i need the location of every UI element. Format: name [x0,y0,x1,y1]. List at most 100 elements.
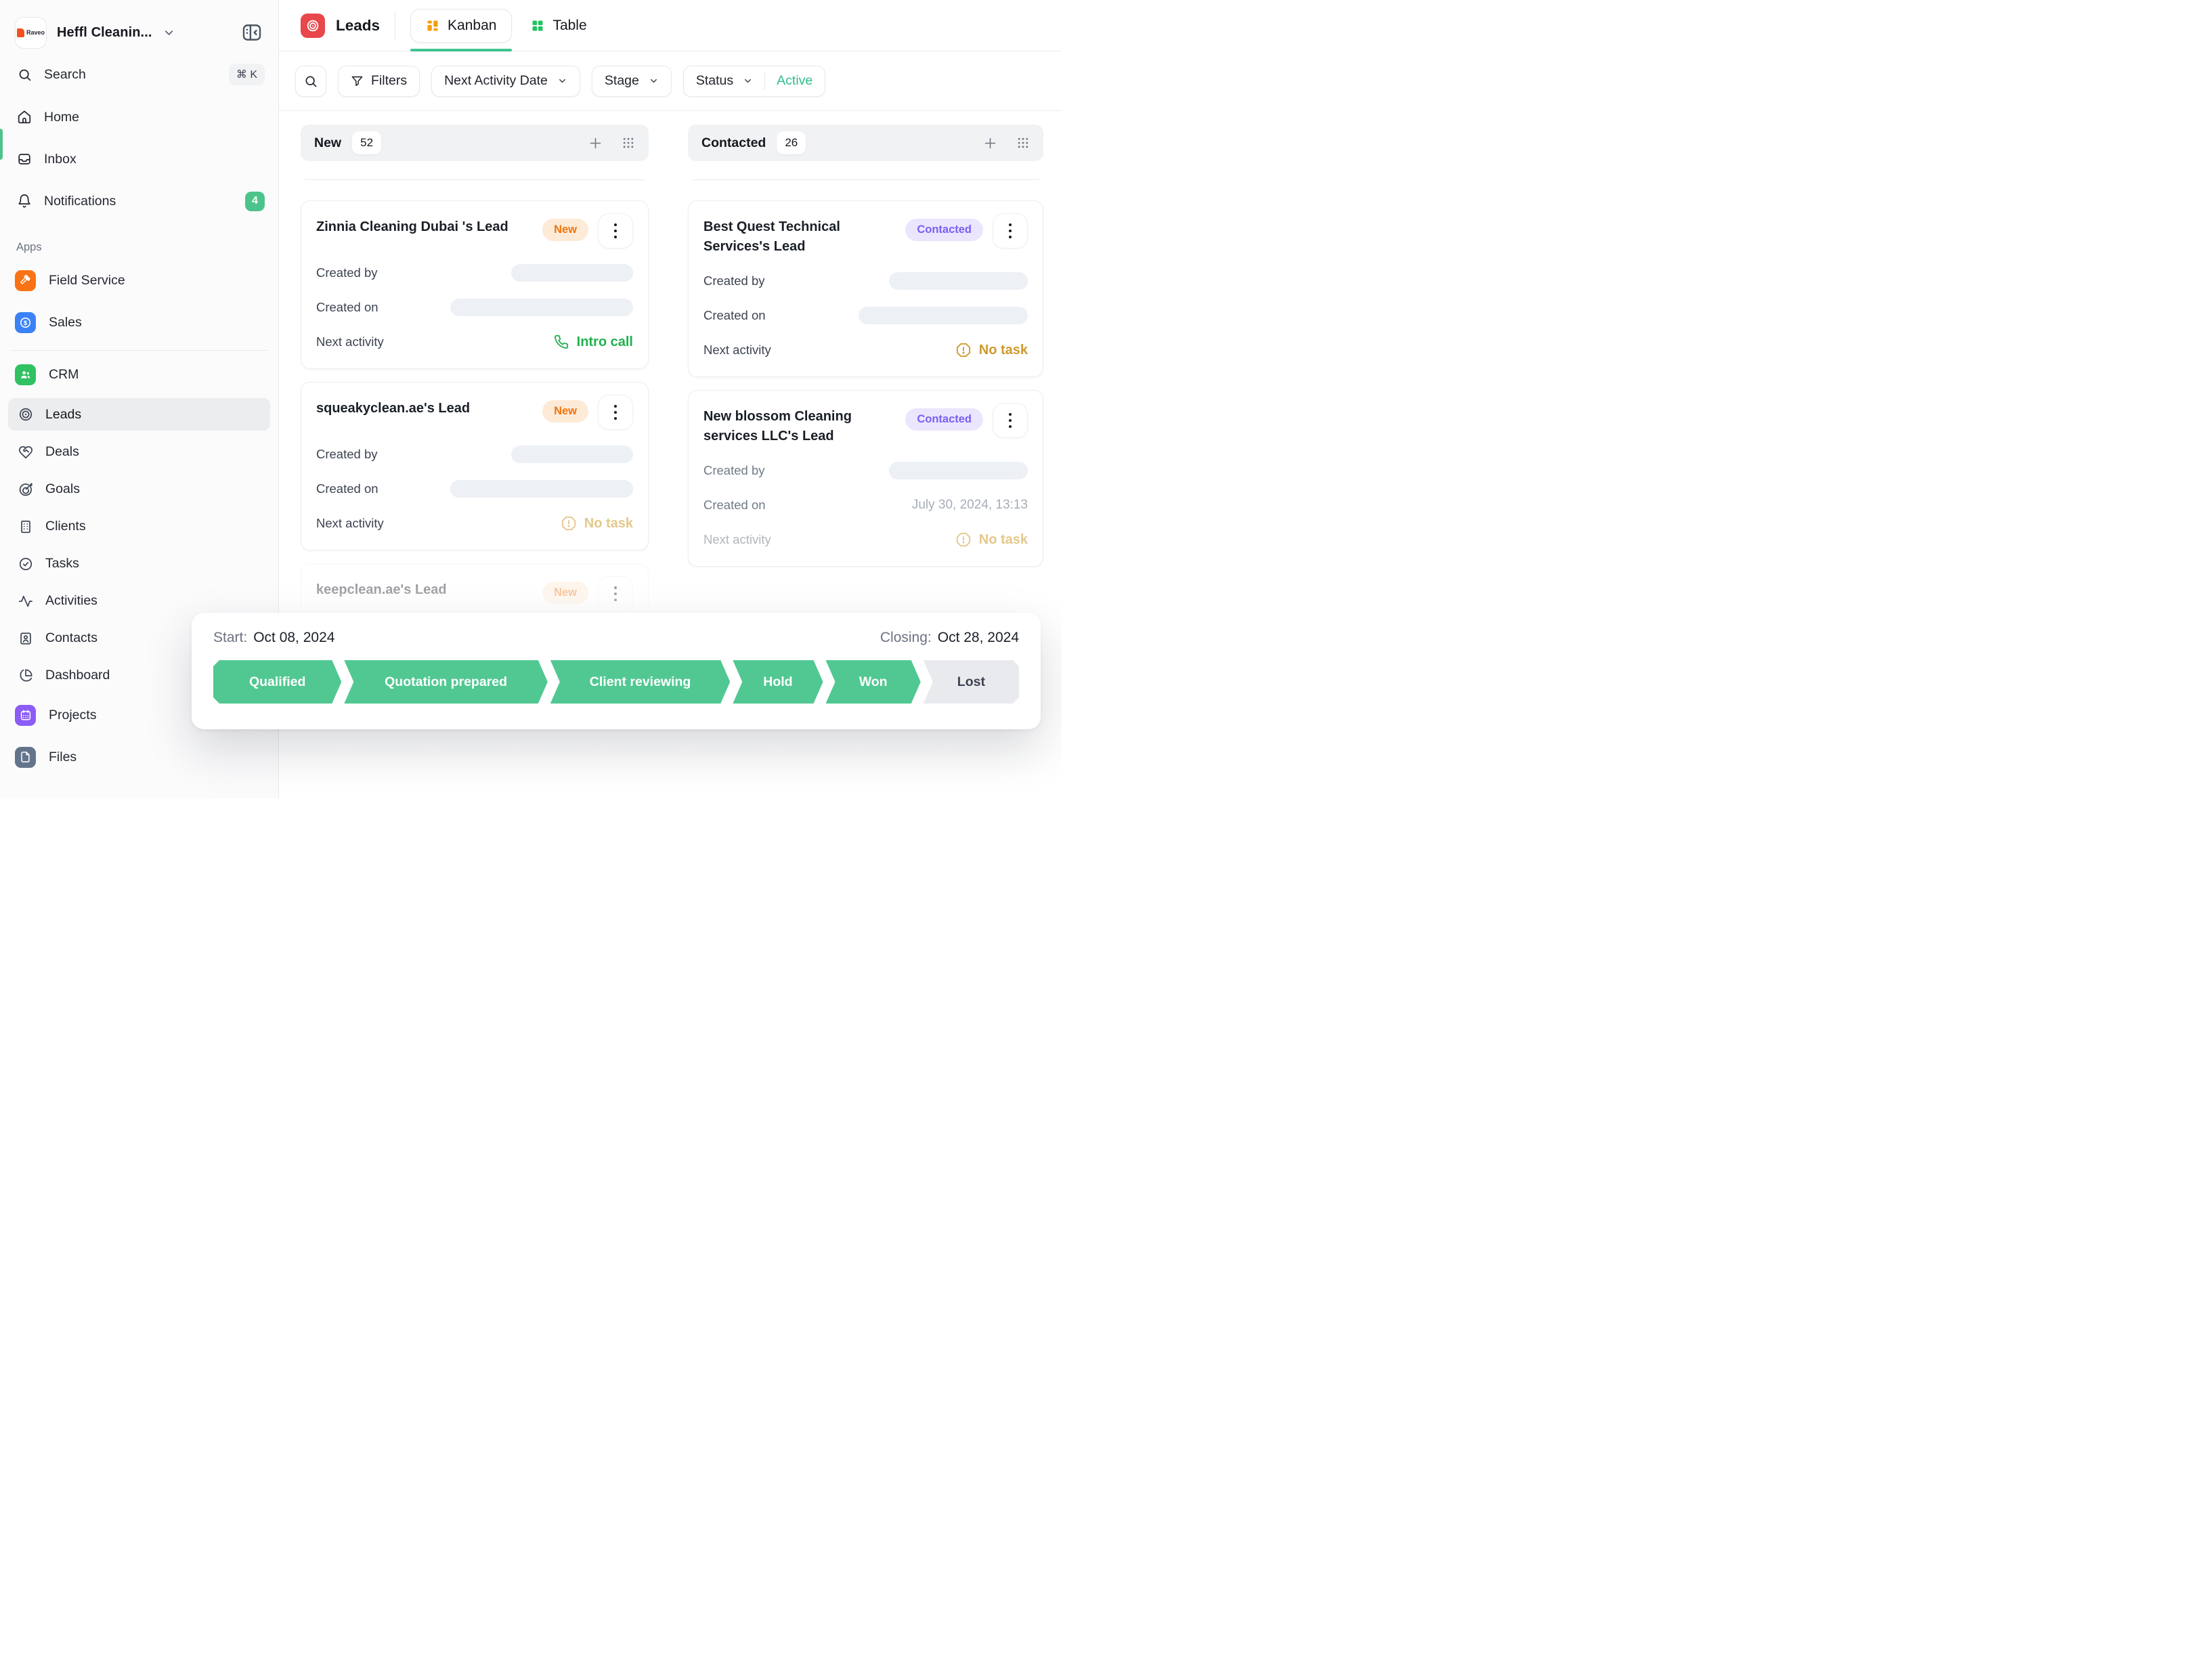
sidebar-item-goals[interactable]: Goals [0,471,278,508]
sidebar-item-files[interactable]: Files [0,736,278,778]
column-name: New [314,135,342,150]
created-on-value: July 30, 2024, 13:13 [911,498,1028,512]
stage-lost[interactable]: Lost [924,660,1019,704]
status-badge: New [542,400,588,423]
lead-card-best-quest[interactable]: Best Quest Technical Services's Lead Con… [688,200,1043,377]
next-activity-value[interactable]: No task [956,343,1028,358]
next-activity-date-label: Next Activity Date [444,73,548,88]
closing-value: Oct 28, 2024 [937,630,1019,645]
alert-octagon-icon [956,343,970,358]
stage-client-reviewing[interactable]: Client reviewing [550,660,730,704]
next-activity-date-dropdown[interactable]: Next Activity Date [431,65,580,97]
created-on-skeleton [450,299,633,316]
status-badge: Contacted [905,408,983,431]
inbox-active-indicator [0,129,3,160]
filters-button[interactable]: Filters [338,65,420,97]
chevron-down-icon [557,76,567,86]
card-menu-button[interactable] [598,395,633,430]
raveo-logo-text: Raveo [26,29,45,36]
search-button[interactable] [295,65,326,97]
add-card-button[interactable] [983,136,997,150]
contact-card-icon [18,631,34,646]
sidebar-item-label: Deals [45,444,79,459]
sidebar-item-label: CRM [49,366,79,382]
column-cards: Zinnia Cleaning Dubai 's Lead New Create… [301,200,649,665]
goal-icon [18,482,34,497]
sidebar-item-label: Contacts [45,630,97,645]
sidebar-item-clients[interactable]: Clients [0,508,278,545]
heart-handshake-icon [18,445,34,460]
status-label: Status [695,73,734,88]
sales-icon: $ [15,311,36,333]
column-name: Contacted [701,135,766,150]
tab-table-label: Table [552,17,587,33]
column-menu-grip-icon[interactable] [1016,136,1030,150]
sidebar-item-activities[interactable]: Activities [0,582,278,620]
entity-title: Leads [301,13,380,38]
sidebar: Raveo Heffl Cleanin... Search ⌘ K [0,0,279,798]
stage-qualified[interactable]: Qualified [213,660,341,704]
field-label: Next activity [316,334,384,349]
column-count: 26 [777,131,806,154]
search-label: Search [44,66,86,82]
add-card-button[interactable] [588,136,603,150]
field-label: Next activity [703,343,771,357]
card-title: Best Quest Technical Services's Lead [703,219,840,254]
sidebar-item-home[interactable]: Home [0,96,278,138]
sidebar-item-sales[interactable]: $ Sales [0,301,278,343]
column-menu-grip-icon[interactable] [622,136,635,150]
status-value: Active [777,73,813,88]
filter-toolbar: Filters Next Activity Date Stage Status [279,51,1062,111]
next-activity-value[interactable]: No task [561,516,633,532]
lead-stage-panel: Start: Oct 08, 2024 Closing: Oct 28, 2024 … [192,613,1041,729]
sidebar-item-field-service[interactable]: Field Service [0,259,278,301]
alert-octagon-icon [561,516,576,531]
sidebar-item-crm[interactable]: CRM [0,353,278,395]
leads-target-icon [301,13,325,38]
sidebar-item-notifications[interactable]: Notifications 4 [0,180,278,222]
status-separator [764,72,766,90]
sidebar-item-tasks[interactable]: Tasks [0,545,278,582]
sidebar-item-deals[interactable]: Deals [0,433,278,471]
created-by-skeleton [889,462,1028,479]
status-dropdown[interactable]: Status Active [682,65,826,97]
field-label: Created by [703,274,765,288]
phone-icon [554,334,568,349]
tab-table[interactable]: Table [531,17,587,34]
workspace-logo: Raveo [15,16,47,49]
sidebar-item-label: Home [44,109,80,125]
column-actions [983,136,1030,150]
sidebar-item-label: Notifications [44,193,116,209]
next-activity-value[interactable]: No task [956,532,1028,548]
lead-card-squeakyclean[interactable]: squeakyclean.ae's Lead New Created by Cr… [301,382,649,550]
sidebar-item-leads[interactable]: Leads [8,398,270,431]
card-menu-button[interactable] [598,576,633,611]
card-menu-button[interactable] [993,213,1028,249]
status-badge: New [542,219,588,241]
card-menu-button[interactable] [598,213,633,249]
tab-kanban[interactable]: Kanban [410,8,513,43]
column-actions [588,136,635,150]
lead-card-new-blossom[interactable]: New blossom Cleaning services LLC's Lead… [688,390,1043,567]
card-menu-button[interactable] [993,403,1028,438]
stage-quotation-prepared[interactable]: Quotation prepared [344,660,548,704]
field-label: Next activity [316,516,384,530]
stage-won[interactable]: Won [826,660,921,704]
sidebar-item-dashboard[interactable]: Dashboard [0,657,278,694]
sidebar-item-contacts[interactable]: Contacts [0,620,278,657]
column-header: New 52 [301,125,649,161]
check-circle-icon [18,557,34,571]
next-activity-value[interactable]: Intro call [554,334,633,350]
sidebar-item-label: Clients [45,519,86,534]
sidebar-collapse-button[interactable] [239,20,265,45]
sidebar-item-inbox[interactable]: Inbox [0,138,278,180]
lead-card-zinnia[interactable]: Zinnia Cleaning Dubai 's Lead New Create… [301,200,649,369]
sidebar-item-label: Tasks [45,556,79,571]
chevron-down-icon [743,76,753,86]
stage-dropdown[interactable]: Stage [591,65,672,97]
created-by-skeleton [511,446,633,463]
workspace-switcher[interactable]: Raveo Heffl Cleanin... [0,0,278,56]
stage-hold[interactable]: Hold [733,660,823,704]
sidebar-search[interactable]: Search ⌘ K [0,56,278,93]
sidebar-item-projects[interactable]: Projects [0,694,278,736]
